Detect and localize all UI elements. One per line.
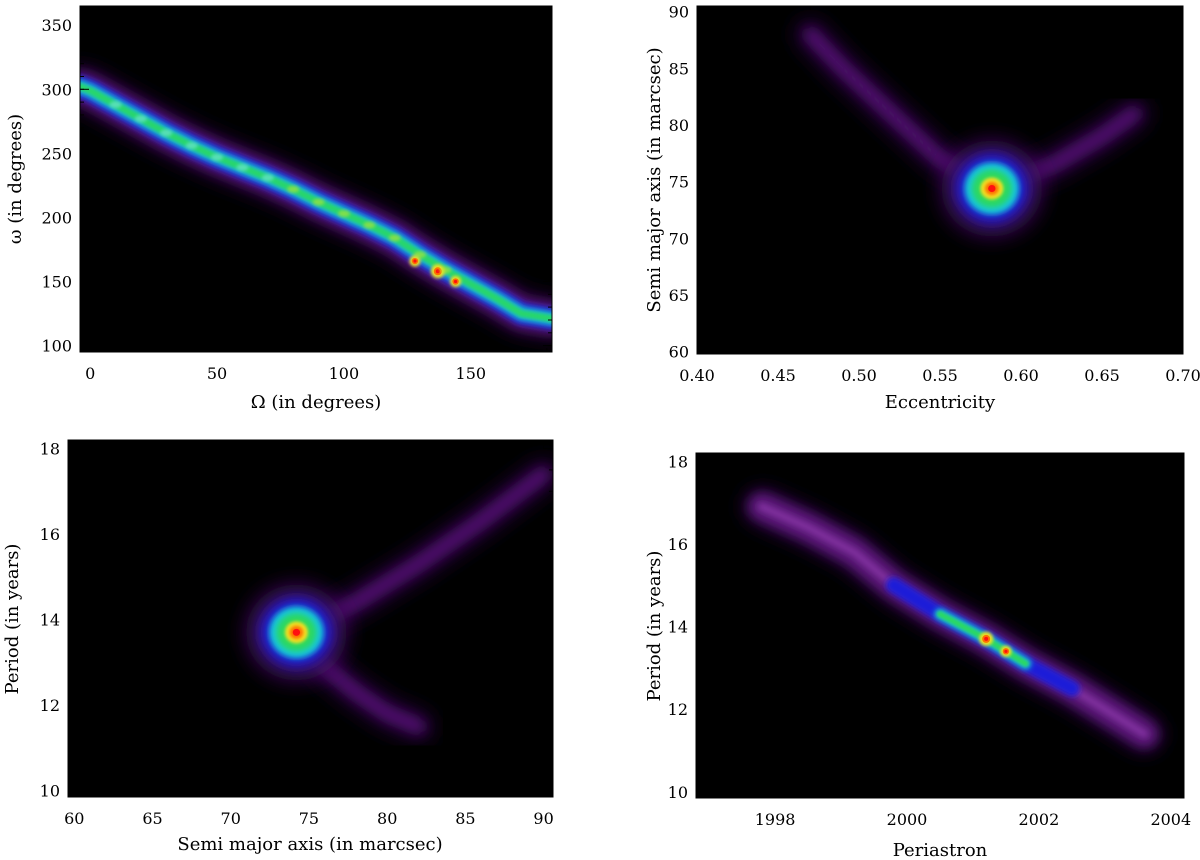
x-axis-label: Ω (in degrees): [251, 392, 382, 413]
ridge-knot: [312, 198, 325, 206]
density-peak: [988, 185, 996, 193]
ridge-knot: [211, 153, 224, 161]
x-tick-label: 0: [85, 364, 95, 383]
axes-frame: [67, 439, 554, 798]
y-tick-label: 90: [669, 3, 689, 22]
x-tick-label: 0.45: [760, 366, 796, 385]
x-tick-label: 85: [455, 809, 475, 828]
x-tick-label: 100: [329, 364, 360, 383]
x-tick-label: 0.40: [679, 366, 715, 385]
ridge-knot: [134, 115, 147, 123]
y-tick-label: 70: [669, 229, 689, 248]
panel-omega-vs-Omega: 0 50 100 150 100 150 200 250 300 350 Ω (in degree…: [5, 5, 553, 413]
y-axis-label: Period (in years): [2, 544, 23, 695]
panel-period-vs-periastron: 1998 2000 2002 2004 10 12 14 16 18 Periastron Pe…: [644, 452, 1191, 860]
y-tick-label: 10: [40, 782, 60, 801]
density-layer: [743, 488, 1163, 752]
panel-period-vs-semimajor: 60 65 70 75 80 85 90 10 12 14 16 18 Semi major axis…: [2, 439, 554, 855]
y-tick-label: 85: [669, 59, 689, 78]
x-tick-label: 90: [533, 809, 553, 828]
x-tick-label: 2002: [1019, 810, 1060, 829]
x-tick-label: 1998: [755, 810, 796, 829]
x-tick-label: 75: [299, 809, 319, 828]
y-tick-label: 18: [668, 452, 688, 471]
axes-layer: 1998 2000 2002 2004 10 12 14 16 18: [668, 452, 1192, 829]
y-tick-label: 250: [41, 144, 72, 163]
axes-layer: 0.40 0.45 0.50 0.55 0.60 0.65 0.70 60 65 70 75 80 85…: [669, 3, 1200, 385]
y-tick-label: 100: [41, 337, 72, 356]
y-tick-label: 75: [669, 173, 689, 192]
x-tick-label: 65: [142, 809, 162, 828]
y-tick-label: 10: [668, 783, 688, 802]
y-axis-label: ω (in degrees): [5, 114, 26, 244]
x-tick-label: 150: [456, 364, 487, 383]
x-axis-label: Eccentricity: [885, 392, 996, 413]
y-axis-label: Semi major axis (in marcsec): [644, 47, 665, 312]
y-tick-label: 16: [40, 525, 60, 544]
ridge-knot: [160, 129, 173, 137]
density-peak: [1004, 649, 1008, 653]
density-layer: [80, 66, 552, 339]
ridge-knot: [109, 101, 122, 109]
x-tick-label: 0.50: [841, 366, 877, 385]
ridge-knot: [414, 251, 427, 259]
ridge-knot: [236, 163, 249, 171]
ridge-knot: [363, 221, 376, 229]
y-tick-label: 60: [669, 343, 689, 362]
y-tick-label: 350: [41, 16, 72, 35]
plot-area: [697, 6, 1183, 354]
density-peak: [453, 279, 458, 284]
ridge-knot: [261, 174, 274, 182]
density-peak: [984, 636, 989, 641]
x-tick-label: 50: [207, 364, 227, 383]
y-tick-label: 16: [668, 535, 688, 554]
x-tick-label: 0.60: [1003, 366, 1039, 385]
density-layer: [796, 20, 1149, 237]
ridge-knot: [287, 185, 300, 193]
density-peak: [435, 269, 440, 274]
x-tick-label: 0.70: [1165, 366, 1200, 385]
axes-layer: 0 50 100 150 100 150 200 250 300 350: [41, 5, 553, 383]
x-tick-label: 2000: [887, 810, 928, 829]
y-tick-label: 300: [41, 80, 72, 99]
ridge-knot: [185, 142, 198, 150]
x-axis-label: Periastron: [893, 840, 988, 860]
y-tick-label: 150: [41, 273, 72, 292]
axes-layer: 60 65 70 75 80 85 90 10 12 14 16 18: [40, 439, 554, 828]
x-tick-label: 0.65: [1084, 366, 1120, 385]
density-peak: [292, 628, 301, 636]
ridge-knot: [388, 234, 401, 242]
x-tick-label: 70: [221, 809, 241, 828]
density-peak: [413, 259, 417, 263]
y-tick-label: 14: [668, 618, 688, 637]
ridge-knot: [337, 210, 350, 218]
x-tick-label: 60: [64, 809, 84, 828]
x-tick-label: 80: [377, 809, 397, 828]
y-tick-label: 80: [669, 116, 689, 135]
y-tick-label: 18: [40, 440, 60, 459]
ridge-knot: [439, 266, 452, 274]
x-tick-label: 0.55: [922, 366, 958, 385]
y-tick-label: 200: [41, 208, 72, 227]
y-tick-label: 12: [40, 696, 60, 715]
y-axis-label: Period (in years): [644, 551, 665, 702]
y-tick-label: 14: [40, 611, 60, 630]
panel-semimajor-vs-eccentricity: 0.40 0.45 0.50 0.55 0.60 0.65 0.70 60 65 70 75 80 85…: [644, 3, 1200, 413]
density-layer: [246, 460, 553, 741]
y-tick-label: 65: [669, 286, 689, 305]
y-tick-label: 12: [668, 700, 688, 719]
x-axis-label: Semi major axis (in marcsec): [177, 834, 442, 855]
x-tick-label: 2004: [1150, 810, 1191, 829]
